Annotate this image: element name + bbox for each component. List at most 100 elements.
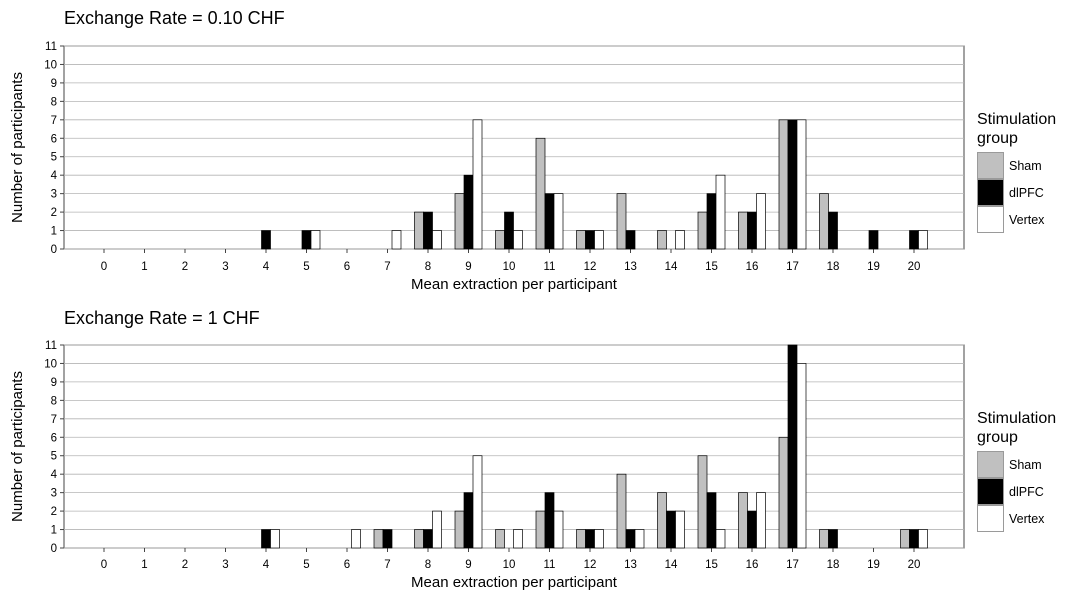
- bar-dlpfc-14: [666, 510, 676, 549]
- x-tick-label: 10: [503, 559, 516, 571]
- x-tick-label: 3: [222, 261, 228, 273]
- legend-label-sham: Sham: [1009, 158, 1042, 173]
- x-tick-label: 15: [705, 261, 718, 273]
- x-tick-label: 19: [867, 261, 880, 273]
- bar-vertex-8: [432, 230, 442, 250]
- bar-sham-9: [454, 510, 465, 549]
- bar-sham-18: [819, 529, 829, 549]
- bar-vertex-12: [594, 529, 604, 549]
- legend-title: Stimulation group: [977, 409, 1077, 447]
- legend-swatch-vertex: [977, 505, 1004, 532]
- y-tick-label: 8: [51, 96, 57, 108]
- x-tick-label: 1: [141, 261, 147, 273]
- legend-label-vertex: Vertex: [1009, 212, 1045, 227]
- x-tick-label: 11: [544, 559, 556, 571]
- y-tick-label: 7: [51, 414, 57, 426]
- x-tick-label: 18: [827, 559, 840, 571]
- x-axis-label: Mean extraction per participant: [411, 574, 618, 591]
- bar-sham-10: [495, 230, 505, 250]
- y-tick-label: 1: [51, 525, 57, 537]
- bar-dlpfc-9: [463, 174, 474, 250]
- y-tick-label: 10: [44, 59, 57, 71]
- legend-title-line1: Stimulation: [977, 111, 1057, 128]
- legend-swatch-sham: [977, 451, 1004, 478]
- bar-vertex-8: [432, 510, 442, 549]
- bar-vertex-10: [513, 230, 523, 250]
- bar-vertex-14: [675, 510, 685, 549]
- y-tick-label: 3: [51, 189, 57, 201]
- legend-item-vertex: Vertex: [977, 206, 1077, 233]
- y-tick-label: 0: [51, 543, 57, 555]
- y-tick-label: 10: [44, 358, 57, 370]
- y-axis-label: Number of participants: [9, 72, 26, 223]
- y-tick-label: 6: [51, 432, 57, 444]
- legend-swatch-dlpfc: [977, 478, 1004, 505]
- bar-sham-20: [900, 529, 910, 549]
- chart-title: Exchange Rate = 1 CHF: [64, 308, 260, 328]
- bar-dlpfc-17: [787, 119, 798, 250]
- x-tick-label: 7: [384, 261, 390, 273]
- bar-dlpfc-11: [544, 193, 555, 250]
- bar-sham-16: [738, 492, 748, 549]
- bar-sham-14: [657, 492, 667, 549]
- x-tick-label: 0: [101, 261, 107, 273]
- bar-dlpfc-4: [261, 230, 271, 250]
- y-tick-label: 1: [51, 226, 57, 238]
- y-tick-label: 4: [51, 469, 58, 481]
- bar-vertex-14: [675, 230, 685, 250]
- legend-swatch-vertex: [977, 206, 1004, 233]
- legend-item-dlpfc: dlPFC: [977, 179, 1077, 206]
- x-tick-label: 19: [867, 559, 880, 571]
- bar-dlpfc-8: [423, 211, 433, 250]
- x-tick-label: 5: [303, 559, 309, 571]
- x-tick-label: 14: [665, 559, 678, 571]
- legend-item-sham: Sham: [977, 451, 1077, 478]
- bar-dlpfc-12: [585, 230, 595, 250]
- x-tick-label: 8: [425, 261, 431, 273]
- x-tick-label: 20: [908, 559, 921, 571]
- x-tick-label: 18: [827, 261, 840, 273]
- x-tick-label: 9: [465, 559, 471, 571]
- bar-sham-13: [616, 193, 627, 250]
- bar-dlpfc-17: [787, 344, 798, 549]
- legend-item-vertex: Vertex: [977, 505, 1077, 532]
- bar-dlpfc-20: [909, 529, 919, 549]
- legend-item-sham: Sham: [977, 152, 1077, 179]
- x-tick-label: 13: [624, 261, 637, 273]
- bar-sham-11: [535, 510, 546, 549]
- y-tick-label: 2: [51, 506, 57, 518]
- bar-vertex-11: [553, 193, 564, 250]
- bar-dlpfc-15: [706, 492, 717, 549]
- legend-label-vertex: Vertex: [1009, 511, 1045, 526]
- y-tick-label: 11: [45, 41, 57, 53]
- bar-dlpfc-18: [828, 529, 838, 549]
- x-tick-label: 2: [182, 559, 188, 571]
- bar-sham-9: [454, 193, 465, 250]
- legend-label-sham: Sham: [1009, 457, 1042, 472]
- bar-vertex-13: [634, 529, 645, 549]
- bar-sham-11: [535, 137, 546, 250]
- legend-bottom: Stimulation group Sham dlPFC Vertex: [977, 409, 1077, 532]
- bar-sham-17: [778, 119, 789, 250]
- bar-dlpfc-15: [706, 193, 717, 250]
- bar-dlpfc-7: [382, 529, 393, 549]
- bar-vertex-11: [553, 510, 564, 549]
- bar-dlpfc-16: [747, 510, 757, 549]
- bar-vertex-9: [472, 119, 483, 250]
- y-tick-label: 0: [51, 244, 57, 256]
- x-tick-label: 4: [263, 261, 270, 273]
- x-tick-label: 16: [746, 261, 759, 273]
- x-tick-label: 8: [425, 559, 431, 571]
- x-tick-label: 4: [263, 559, 270, 571]
- x-tick-label: 9: [465, 261, 471, 273]
- x-axis-label: Mean extraction per participant: [411, 276, 618, 293]
- legend-top: Stimulation group Sham dlPFC Vertex: [977, 110, 1077, 233]
- x-tick-label: 5: [303, 261, 309, 273]
- bar-vertex-20: [918, 230, 928, 250]
- bar-dlpfc-12: [585, 529, 595, 549]
- bar-dlpfc-4: [261, 529, 271, 549]
- y-tick-label: 11: [45, 340, 57, 352]
- bar-sham-8: [414, 211, 424, 250]
- bar-vertex-20: [918, 529, 928, 549]
- bar-dlpfc-13: [625, 230, 636, 250]
